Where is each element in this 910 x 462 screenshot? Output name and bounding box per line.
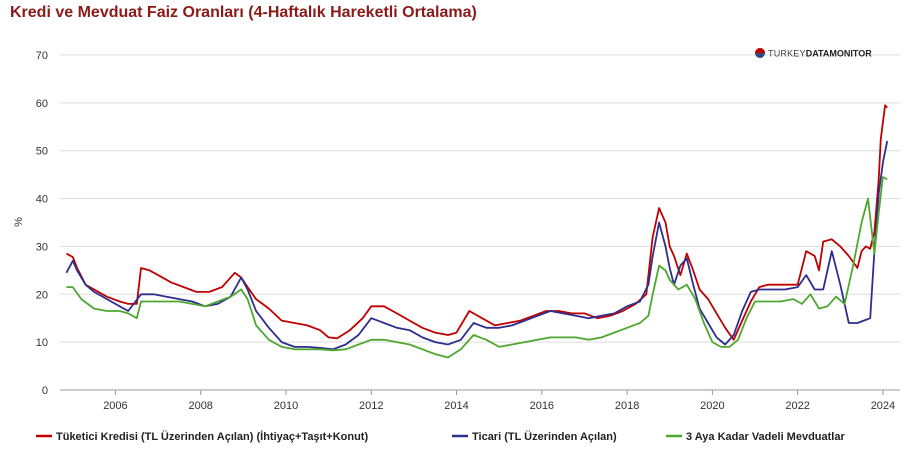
legend-item-deposits[interactable]: 3 Aya Kadar Vadeli Mevduatlar [666,431,845,443]
x-tick-label-2014: 2014 [444,400,468,412]
series-deposits-line [66,176,888,359]
legend-item-consumer-loans[interactable]: Tüketici Kredisi (TL Üzerinden Açılan) (… [36,430,368,443]
chart-title: Kredi ve Mevduat Faiz Oranları (4-Haftal… [10,4,477,21]
y-tick-label-0: 0 [42,385,48,397]
y-tick-label-10: 10 [36,337,48,349]
brand-logo: TURKEYDATAMONITOR [755,48,872,59]
x-tick-label-2024: 2024 [871,400,895,412]
x-tick-label-2020: 2020 [700,400,724,412]
series-commercial-loans-line [65,140,889,351]
legend-label-consumer-loans: Tüketici Kredisi (TL Üzerinden Açılan) (… [56,430,368,443]
legend-label-deposits: 3 Aya Kadar Vadeli Mevduatlar [686,431,845,443]
logo-text-data: DATA [806,49,830,59]
y-tick-label-40: 40 [36,194,48,206]
grid-lines [60,54,900,343]
x-tick-label-2016: 2016 [530,400,554,412]
x-tick-label-2012: 2012 [359,400,383,412]
series-consumer-loans-line [65,104,888,341]
y-tick-label-50: 50 [36,146,48,158]
logo-globe-top-icon [755,48,765,53]
x-tick-label-2006: 2006 [103,400,127,412]
legend-label-commercial-loans: Ticari (TL Üzerinden Açılan) [472,430,617,443]
series-lines [65,104,889,359]
x-tick-label-2008: 2008 [188,400,212,412]
y-axis-label: % [13,217,25,227]
svg-text:TURKEYDATAMONITOR: TURKEYDATAMONITOR [768,49,872,59]
x-tick-label-2022: 2022 [785,400,809,412]
legend: Tüketici Kredisi (TL Üzerinden Açılan) (… [36,430,845,443]
logo-text-turkey: TURKEY [768,49,806,59]
logo-text-monitor: MONITOR [829,49,872,59]
x-tick-label-2018: 2018 [615,400,639,412]
y-tick-label-60: 60 [36,98,48,110]
x-tick-label-2010: 2010 [274,400,298,412]
y-tick-label-20: 20 [36,289,48,301]
x-tick-labels: 2006 2008 2010 2012 2014 2016 2018 2020 2022 2024 [103,390,895,412]
y-tick-label-70: 70 [36,50,48,62]
y-tick-label-30: 30 [36,241,48,253]
legend-item-commercial-loans[interactable]: Ticari (TL Üzerinden Açılan) [452,430,617,443]
y-tick-labels: 0 10 20 30 40 50 60 70 [36,50,48,397]
